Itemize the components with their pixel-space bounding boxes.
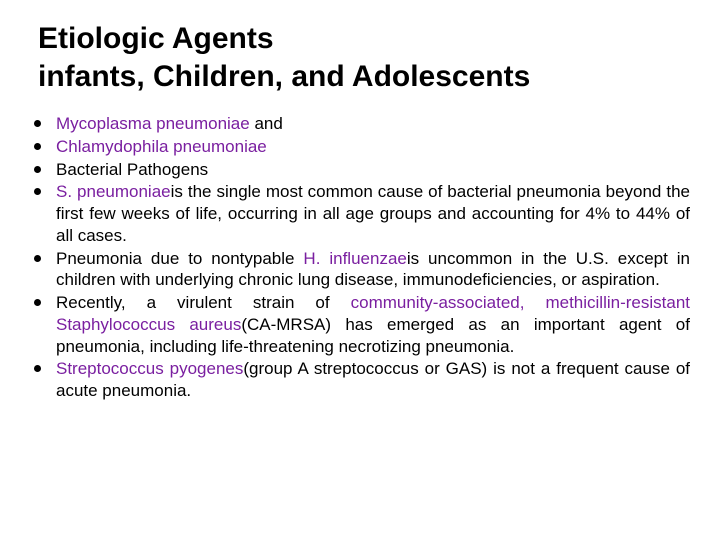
slide-container: Etiologic Agents infants, Children, and … xyxy=(0,0,720,540)
bullet-icon xyxy=(34,166,41,173)
body-text: Pneumonia due to nontypable xyxy=(56,249,303,268)
bullet-icon xyxy=(34,365,41,372)
highlight-text: Chlamydophila pneumoniae xyxy=(56,137,267,156)
list-item: Pneumonia due to nontypable H. influenza… xyxy=(30,248,690,292)
highlight-text: S. pneumoniae xyxy=(56,182,171,201)
highlight-text: Streptococcus pyogenes xyxy=(56,359,243,378)
slide-title: Etiologic Agents infants, Children, and … xyxy=(30,20,690,95)
body-text: and xyxy=(254,114,282,133)
body-text: Recently, a virulent strain of xyxy=(56,293,351,312)
list-item: Chlamydophila pneumoniae xyxy=(30,136,690,158)
title-line-1: Etiologic Agents xyxy=(38,22,274,55)
bullet-icon xyxy=(34,299,41,306)
bullet-icon xyxy=(34,255,41,262)
bullet-icon xyxy=(34,188,41,195)
highlight-text: Mycoplasma pneumoniae xyxy=(56,114,254,133)
body-text: (CA-MRSA) xyxy=(241,315,345,334)
list-item: Recently, a virulent strain of community… xyxy=(30,292,690,357)
bullet-list: Mycoplasma pneumoniae and Chlamydophila … xyxy=(30,113,690,402)
list-item: Mycoplasma pneumoniae and xyxy=(30,113,690,135)
body-text: Bacterial Pathogens xyxy=(56,160,208,179)
list-item: Streptococcus pyogenes(group A streptoco… xyxy=(30,358,690,402)
title-line-2: infants, Children, and Adolescents xyxy=(38,60,530,93)
list-item: S. pneumoniaeis the single most common c… xyxy=(30,181,690,246)
highlight-text: H. influenzae xyxy=(303,249,406,268)
bullet-icon xyxy=(34,120,41,127)
list-item: Bacterial Pathogens xyxy=(30,159,690,181)
bullet-icon xyxy=(34,143,41,150)
